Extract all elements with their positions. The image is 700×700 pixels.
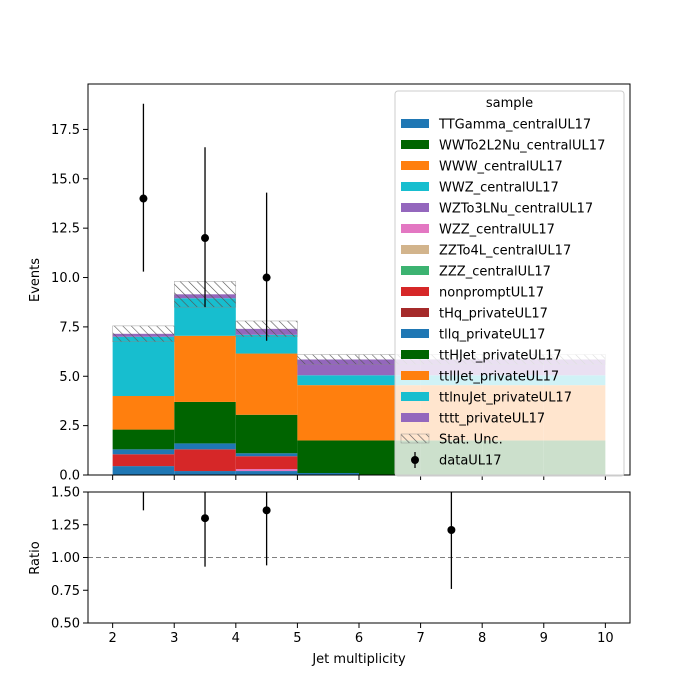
legend-swatch-9	[401, 308, 429, 317]
legend-swatch-8	[401, 287, 429, 296]
legend-swatch-3	[401, 182, 429, 191]
bar-ttHJet_privateUL17-bin-2	[235, 414, 298, 454]
legend-label-5: WZZ_centralUL17	[439, 223, 555, 238]
legend-label-11: ttHJet_privateUL17	[439, 349, 562, 364]
main-y-tick-label-6: 15.0	[51, 172, 80, 187]
bar-ttlnuJet_privateUL17-bin-0	[112, 336, 175, 397]
legend-label-6: ZZTo4L_centralUL17	[439, 244, 571, 259]
main-y-axis: 0.0 2.5 5.0 7.5 10.0 12.5 15.0 17.5	[51, 123, 88, 484]
legend-title: sample	[486, 96, 533, 111]
legend-label-2: WWW_centralUL17	[439, 160, 563, 175]
legend-swatch-14	[401, 413, 429, 422]
main-data-points	[139, 103, 271, 341]
legend-swatch-11	[401, 350, 429, 359]
data-point-2	[262, 273, 271, 282]
main-y-tick-label-0: 0.0	[59, 469, 80, 484]
bar-tllq_privateUL17-bin-0	[112, 449, 175, 455]
ratio-y-tick-label-2: 1.00	[51, 551, 80, 566]
ratio-data-points	[142, 492, 456, 589]
legend-label-12: ttllJet_privateUL17	[439, 370, 559, 385]
x-tick-label-1: 3	[170, 631, 178, 646]
bar-ttlnuJet_privateUL17-bin-3	[297, 375, 359, 386]
bar-ttlnuJet_privateUL17-bin-2	[235, 334, 298, 354]
legend-swatch-10	[401, 329, 429, 338]
ratio-y-tick-label-0: 0.50	[51, 617, 80, 632]
legend-box	[394, 90, 625, 477]
main-y-tick-label-1: 2.5	[59, 419, 80, 434]
legend-swatch-6	[401, 245, 429, 254]
legend-swatch-5	[401, 224, 429, 233]
legend-label-3: WWZ_centralUL17	[439, 181, 559, 196]
legend-label-0: TTGamma_centralUL17	[438, 118, 591, 133]
legend-label-data: dataUL17	[439, 454, 502, 469]
bar-ttHJet_privateUL17-bin-1	[174, 401, 236, 444]
legend-label-8: nonpromptUL17	[439, 286, 544, 301]
x-tick-label-5: 7	[416, 631, 424, 646]
x-tick-label-2: 4	[232, 631, 240, 646]
main-y-tick-label-7: 17.5	[51, 123, 80, 138]
legend: sample TTGamma_centralUL17 WWTo2L2Nu_centr…	[394, 90, 625, 477]
data-point-0	[139, 194, 148, 203]
legend-swatch-0	[401, 119, 429, 128]
ratio-point-2	[262, 506, 271, 515]
data-point-1	[201, 234, 210, 243]
legend-label-14: tttt_privateUL17	[439, 412, 545, 427]
stat-unc-bin-0	[112, 325, 175, 342]
bar-TTGamma_centralUL17-bin-0	[112, 466, 175, 475]
x-tick-label-3: 5	[293, 631, 301, 646]
ratio-y-axis: 0.50 0.75 1.00 1.25 1.50	[51, 486, 88, 632]
main-y-axis-title: Events	[28, 258, 43, 302]
ratio-y-axis-title: Ratio	[28, 541, 43, 574]
main-y-tick-label-2: 5.0	[59, 370, 80, 385]
main-y-tick-label-4: 10.0	[51, 271, 80, 286]
legend-label-13: ttlnuJet_privateUL17	[439, 391, 572, 406]
legend-label-10: tllq_privateUL17	[439, 328, 545, 343]
bar-ttHJet_privateUL17-bin-0	[112, 429, 175, 450]
legend-label-7: ZZZ_centralUL17	[439, 265, 551, 280]
ratio-point-3	[447, 525, 456, 534]
bar-nonpromptUL17-bin-2	[235, 456, 298, 470]
x-axis-title: Jet multiplicity	[311, 652, 406, 667]
main-y-tick-label-3: 7.5	[59, 320, 80, 335]
legend-swatch-1	[401, 140, 429, 149]
bar-WZZ_centralUL17-bin-2	[235, 469, 298, 472]
bar-ttllJet_privateUL17-bin-2	[235, 353, 298, 415]
bar-ttHJet_privateUL17-bin-3	[297, 440, 359, 474]
ratio-y-tick-label-3: 1.25	[51, 518, 80, 533]
bar-nonpromptUL17-bin-1	[174, 449, 236, 472]
bar-ttllJet_privateUL17-bin-1	[174, 335, 236, 402]
bar-tllq_privateUL17-bin-1	[174, 443, 236, 450]
ratio-y-tick-label-1: 0.75	[51, 584, 80, 599]
legend-swatch-7	[401, 266, 429, 275]
bar-TTGamma_centralUL17-bin-2	[235, 471, 298, 475]
legend-label-9: tHq_privateUL17	[439, 307, 548, 322]
bar-TTGamma_centralUL17-bin-1	[174, 471, 236, 475]
legend-label-1: WWTo2L2Nu_centralUL17	[439, 139, 605, 154]
x-tick-label-8: 10	[597, 631, 614, 646]
legend-swatch-2	[401, 161, 429, 170]
legend-swatch-13	[401, 392, 429, 401]
bar-ttlnuJet_privateUL17-bin-4	[359, 375, 421, 386]
legend-swatch-12	[401, 371, 429, 380]
x-tick-label-7: 9	[540, 631, 548, 646]
stat-unc-bin-3	[297, 354, 360, 365]
x-tick-label-6: 8	[478, 631, 486, 646]
main-y-tick-label-5: 12.5	[51, 222, 80, 237]
legend-label-4: WZTo3LNu_centralUL17	[439, 202, 593, 217]
ratio-x-axis: 2 3 4 5 6 7 8 9 10	[108, 623, 614, 646]
x-tick-label-4: 6	[355, 631, 363, 646]
legend-swatch-stat-unc	[400, 433, 430, 444]
bar-nonpromptUL17-bin-0	[112, 454, 175, 467]
legend-label-stat-unc: Stat. Unc.	[439, 433, 503, 448]
ratio-y-tick-label-4: 1.50	[51, 486, 80, 501]
x-tick-label-0: 2	[108, 631, 116, 646]
bar-ttllJet_privateUL17-bin-0	[112, 396, 175, 430]
legend-data-marker	[411, 456, 419, 464]
legend-swatch-4	[401, 203, 429, 212]
bar-tllq_privateUL17-bin-3	[297, 473, 359, 475]
bar-ttllJet_privateUL17-bin-3	[297, 385, 359, 441]
ratio-point-1	[201, 514, 210, 523]
bar-tllq_privateUL17-bin-2	[235, 453, 298, 457]
